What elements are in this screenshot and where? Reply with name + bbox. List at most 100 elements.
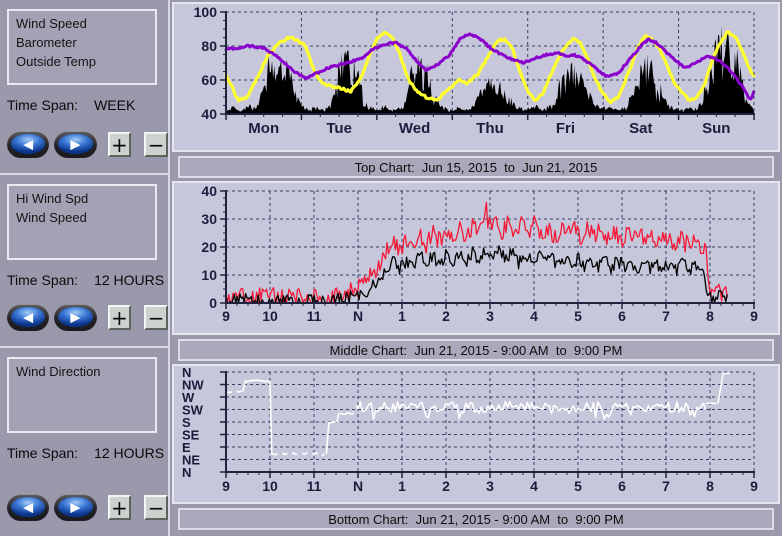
- svg-text:3: 3: [486, 308, 494, 324]
- svg-text:SW: SW: [182, 403, 204, 418]
- time-span-value: WEEK: [94, 97, 136, 113]
- charts-column: Mon Tue Wed Thu Fri Sat Sun 100 80 60 40 Top Chart…: [170, 0, 782, 536]
- plus-icon: +: [111, 132, 128, 157]
- svg-text:Fri: Fri: [556, 120, 575, 137]
- top-chart-caption: Top Chart: Jun 15, 2015 to Jun 21, 2015: [178, 156, 774, 178]
- svg-text:S: S: [182, 415, 191, 430]
- svg-text:40: 40: [201, 183, 217, 199]
- svg-text:6: 6: [618, 478, 626, 494]
- minus-icon: −: [147, 305, 165, 330]
- svg-text:2: 2: [442, 478, 450, 494]
- svg-text:N: N: [353, 478, 363, 494]
- legend-item: Outside Temp: [16, 54, 96, 69]
- svg-text:N: N: [182, 366, 191, 380]
- svg-text:Sat: Sat: [629, 120, 652, 137]
- middle-chart-plot: 9 10 11 N 1 2 3 4 5 6 7 8 9 40 30 20 10 0: [201, 183, 758, 324]
- svg-text:9: 9: [750, 478, 758, 494]
- back-button[interactable]: ◀: [7, 131, 50, 158]
- zoom-out-button[interactable]: −: [144, 495, 168, 520]
- svg-text:20: 20: [201, 239, 217, 255]
- svg-text:80: 80: [201, 38, 217, 54]
- svg-text:0: 0: [209, 295, 217, 311]
- zoom-in-button[interactable]: +: [107, 132, 132, 157]
- svg-text:7: 7: [662, 478, 670, 494]
- legend-item: Wind Speed: [16, 16, 87, 31]
- zoom-out-button[interactable]: −: [144, 305, 168, 330]
- chart-nav-controls: ◀ ▶ + −: [7, 494, 168, 521]
- sidebar-section-bottom: Wind Direction Time Span: 12 HOURS ◀ ▶ +…: [0, 348, 168, 536]
- svg-text:11: 11: [307, 478, 322, 494]
- right-arrow-icon: ▶: [58, 134, 93, 154]
- svg-text:2: 2: [442, 308, 450, 324]
- legend-listbox[interactable]: Hi Wind Spd Wind Speed: [7, 184, 157, 260]
- svg-text:10: 10: [262, 308, 278, 324]
- minus-icon: −: [147, 132, 165, 157]
- svg-text:4: 4: [530, 478, 538, 494]
- time-span-value: 12 HOURS: [94, 272, 165, 288]
- plus-icon: +: [111, 495, 128, 520]
- svg-text:Thu: Thu: [476, 120, 504, 137]
- chart-nav-controls: ◀ ▶ + −: [7, 304, 168, 331]
- middle-chart-caption: Middle Chart: Jun 21, 2015 - 9:00 AM to …: [178, 339, 774, 361]
- caption-text: Top Chart: Jun 15, 2015 to Jun 21, 2015: [354, 159, 598, 175]
- svg-text:N: N: [182, 465, 191, 480]
- legend-listbox[interactable]: Wind Direction: [7, 357, 157, 433]
- svg-text:N: N: [353, 308, 363, 324]
- svg-text:10: 10: [201, 267, 217, 283]
- zoom-in-button[interactable]: +: [107, 305, 132, 330]
- svg-text:30: 30: [201, 211, 217, 227]
- svg-text:1: 1: [398, 478, 406, 494]
- svg-text:7: 7: [662, 308, 670, 324]
- right-arrow-icon: ▶: [58, 497, 93, 517]
- svg-text:Tue: Tue: [326, 120, 352, 137]
- svg-text:W: W: [182, 390, 195, 405]
- legend-listbox[interactable]: Wind Speed Barometer Outside Temp: [7, 9, 157, 85]
- svg-text:9: 9: [222, 478, 230, 494]
- svg-text:9: 9: [222, 308, 230, 324]
- chart-nav-controls: ◀ ▶ + −: [7, 131, 168, 158]
- svg-text:NE: NE: [182, 453, 200, 468]
- legend-item: Hi Wind Spd: [16, 191, 89, 206]
- svg-text:5: 5: [574, 308, 582, 324]
- left-arrow-icon: ◀: [11, 307, 46, 327]
- forward-button[interactable]: ▶: [54, 494, 97, 521]
- legend-item: Wind Direction: [16, 364, 101, 379]
- svg-text:10: 10: [262, 478, 278, 494]
- svg-text:1: 1: [398, 308, 406, 324]
- bottom-chart-caption: Bottom Chart: Jun 21, 2015 - 9:00 AM to …: [178, 508, 774, 530]
- sidebar: Wind Speed Barometer Outside Temp Time S…: [0, 0, 170, 536]
- forward-button[interactable]: ▶: [54, 304, 97, 331]
- top-chart-plot: Mon Tue Wed Thu Fri Sat Sun 100 80 60 40: [194, 4, 756, 137]
- svg-text:5: 5: [574, 478, 582, 494]
- top-chart-panel: Mon Tue Wed Thu Fri Sat Sun 100 80 60 40: [172, 2, 780, 152]
- minus-icon: −: [147, 495, 165, 520]
- svg-text:8: 8: [706, 308, 714, 324]
- svg-text:40: 40: [201, 106, 217, 122]
- time-span-value: 12 HOURS: [94, 445, 165, 461]
- svg-text:11: 11: [307, 308, 322, 324]
- bottom-chart-panel: 9 10 11 N 1 2 3 4 5 6 7 8 9 N NW W SW S SE E NE N: [172, 364, 780, 504]
- svg-text:Mon: Mon: [248, 120, 279, 137]
- svg-text:100: 100: [194, 4, 218, 20]
- caption-text: Bottom Chart: Jun 21, 2015 - 9:00 AM to …: [328, 511, 624, 527]
- back-button[interactable]: ◀: [7, 494, 50, 521]
- middle-chart-panel: 9 10 11 N 1 2 3 4 5 6 7 8 9 40 30 20 10 0: [172, 181, 780, 335]
- legend-item: Wind Speed: [16, 210, 87, 225]
- left-arrow-icon: ◀: [11, 497, 46, 517]
- sidebar-section-top: Wind Speed Barometer Outside Temp Time S…: [0, 0, 168, 175]
- svg-text:4: 4: [530, 308, 538, 324]
- time-span-label: Time Span:: [7, 97, 79, 113]
- zoom-out-button[interactable]: −: [144, 132, 168, 157]
- zoom-in-button[interactable]: +: [107, 495, 132, 520]
- time-span-label: Time Span:: [7, 272, 79, 288]
- sidebar-section-middle: Hi Wind Spd Wind Speed Time Span: 12 HOU…: [0, 175, 168, 348]
- right-arrow-icon: ▶: [58, 307, 93, 327]
- back-button[interactable]: ◀: [7, 304, 50, 331]
- time-span-label: Time Span:: [7, 445, 79, 461]
- svg-text:NW: NW: [182, 378, 204, 393]
- svg-text:SE: SE: [182, 428, 200, 443]
- forward-button[interactable]: ▶: [54, 131, 97, 158]
- caption-text: Middle Chart: Jun 21, 2015 - 9:00 AM to …: [329, 342, 623, 358]
